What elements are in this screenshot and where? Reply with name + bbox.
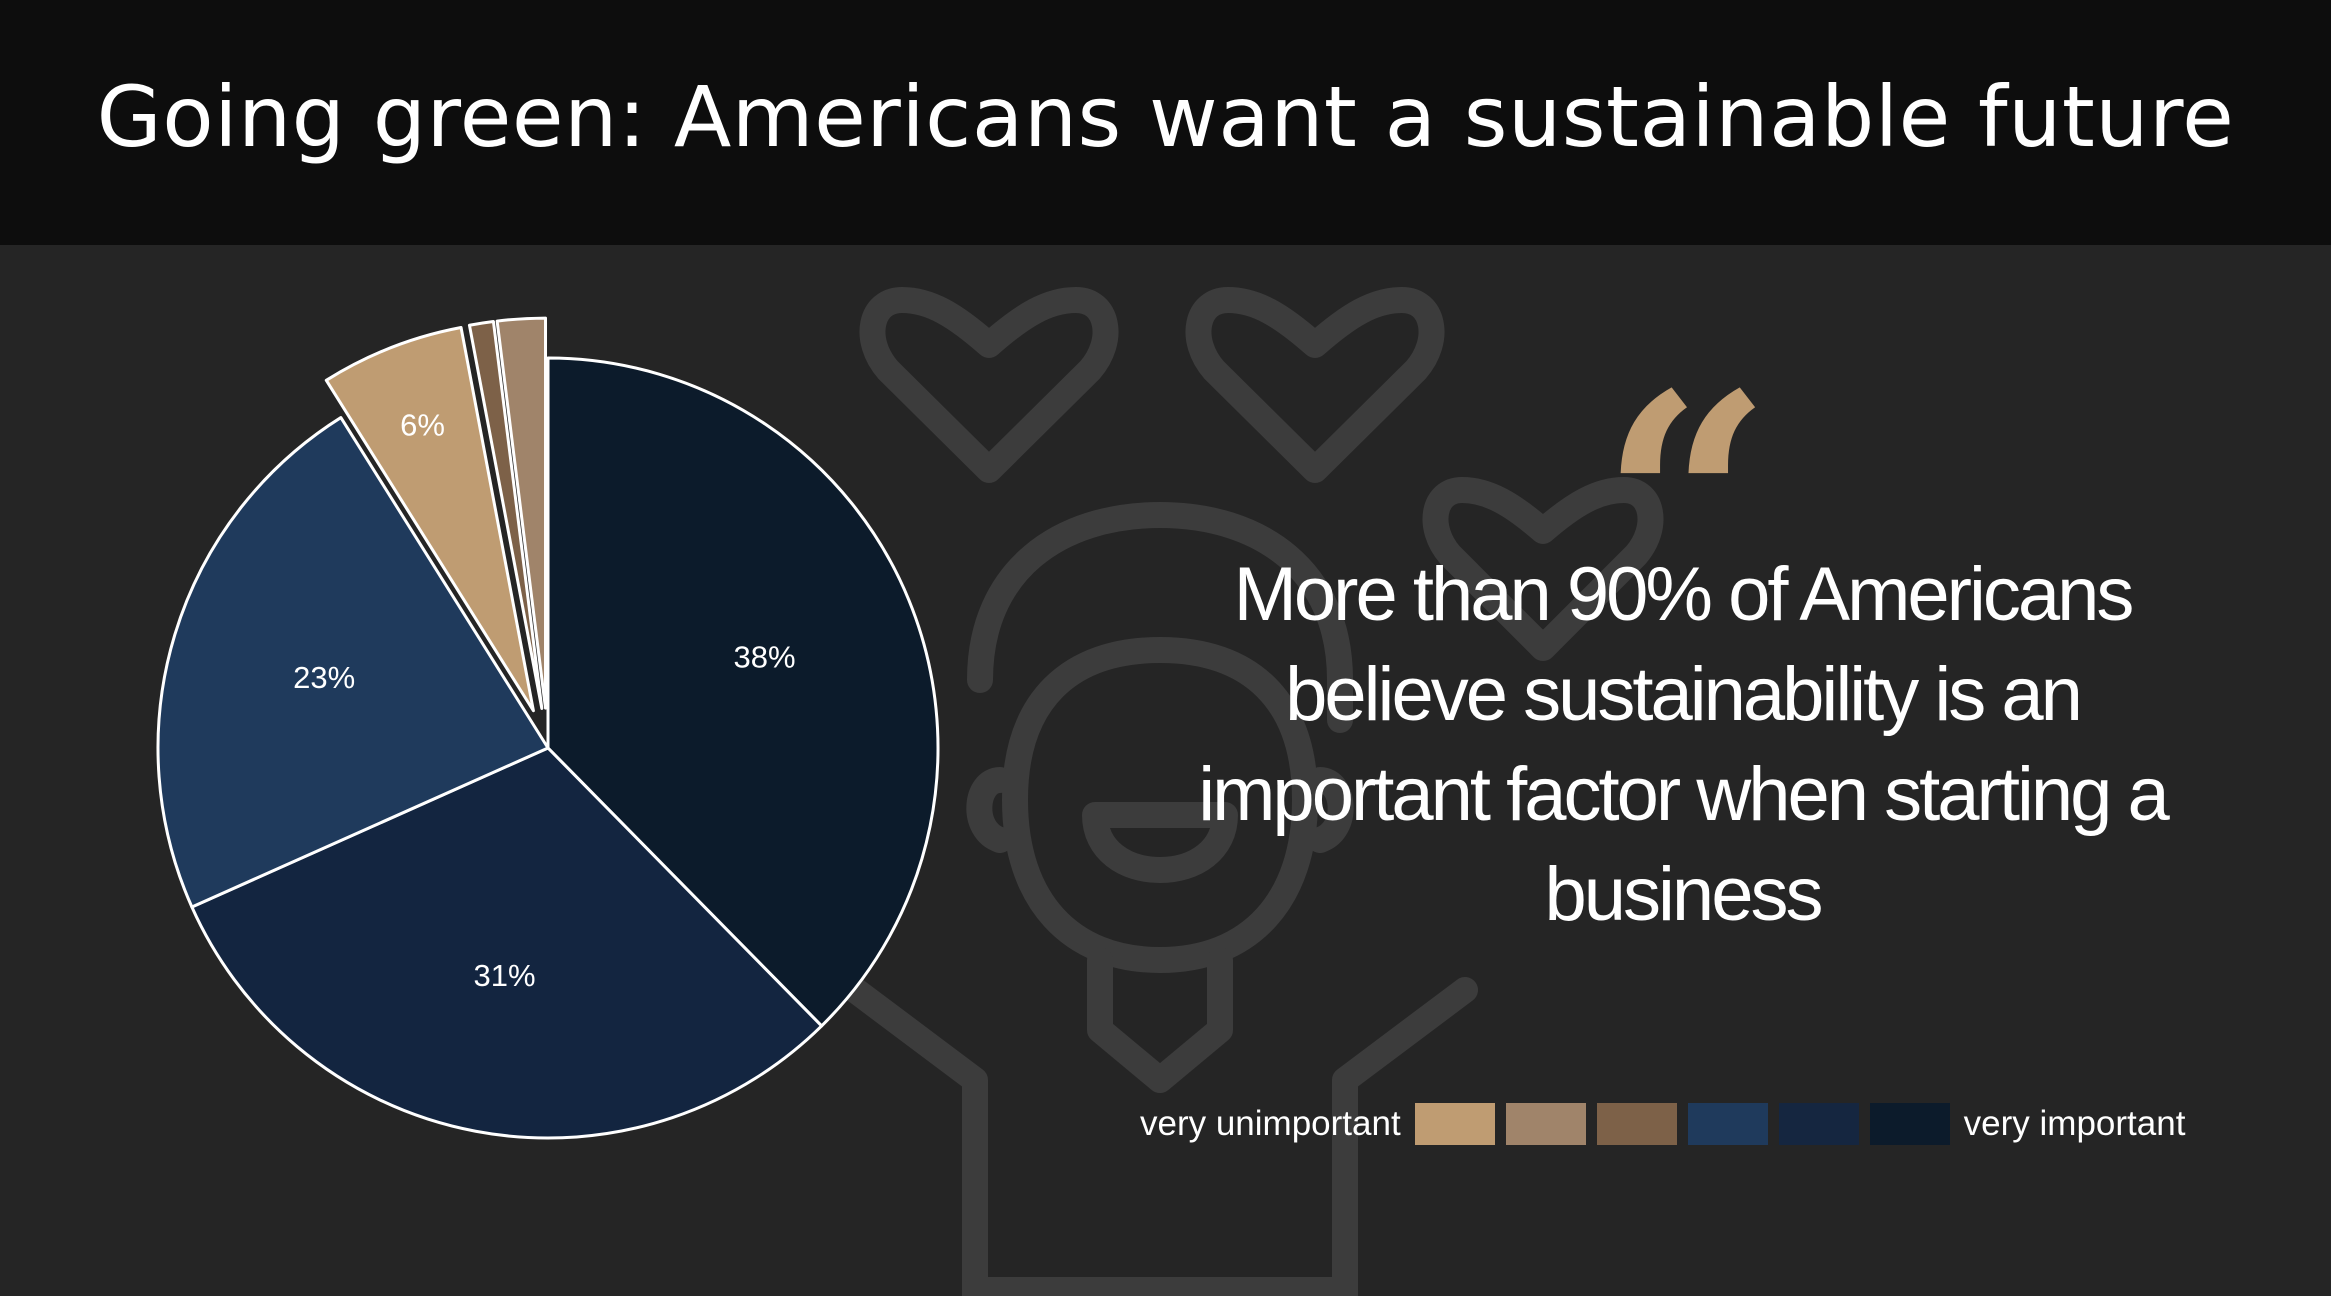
pie-slice bbox=[546, 356, 940, 1028]
pie-slice bbox=[156, 416, 550, 909]
quote-icon: “ bbox=[1600, 355, 1773, 555]
page-title: Going green: Americans want a sustainabl… bbox=[96, 67, 2235, 166]
legend-swatch bbox=[1505, 1103, 1586, 1145]
heart-icon bbox=[859, 287, 1119, 483]
quote-text: More than 90% of Americans believe susta… bbox=[1198, 552, 2170, 937]
pie-slice-label: 38% bbox=[734, 639, 796, 674]
pie-slice bbox=[467, 319, 544, 710]
pie-slice-label: 6% bbox=[400, 408, 445, 443]
pie-slice bbox=[190, 746, 824, 1140]
pie-chart: 38% 31% 23% 6% bbox=[156, 316, 940, 1140]
legend-swatch bbox=[1869, 1103, 1950, 1145]
legend-swatch bbox=[1596, 1103, 1677, 1145]
legend-swatch bbox=[1414, 1103, 1495, 1145]
pie-slice-label: 31% bbox=[474, 958, 536, 993]
legend-right-label: very important bbox=[1963, 1104, 2186, 1143]
legend-left-label: very unimportant bbox=[1140, 1104, 1401, 1143]
pie-slice-label: 23% bbox=[293, 660, 355, 695]
person-holding-hearts-icon bbox=[842, 287, 1664, 1296]
pie-slice bbox=[324, 326, 535, 713]
legend-swatch bbox=[1778, 1103, 1859, 1145]
pie-slice bbox=[495, 316, 548, 710]
legend-swatch bbox=[1687, 1103, 1768, 1145]
heart-icon bbox=[1422, 477, 1664, 661]
importance-legend: very unimportant very important bbox=[1140, 1102, 2185, 1146]
heart-icon bbox=[1185, 287, 1445, 483]
header-bar: Going green: Americans want a sustainabl… bbox=[0, 0, 2331, 245]
legend-color-scale bbox=[1414, 1103, 1950, 1145]
